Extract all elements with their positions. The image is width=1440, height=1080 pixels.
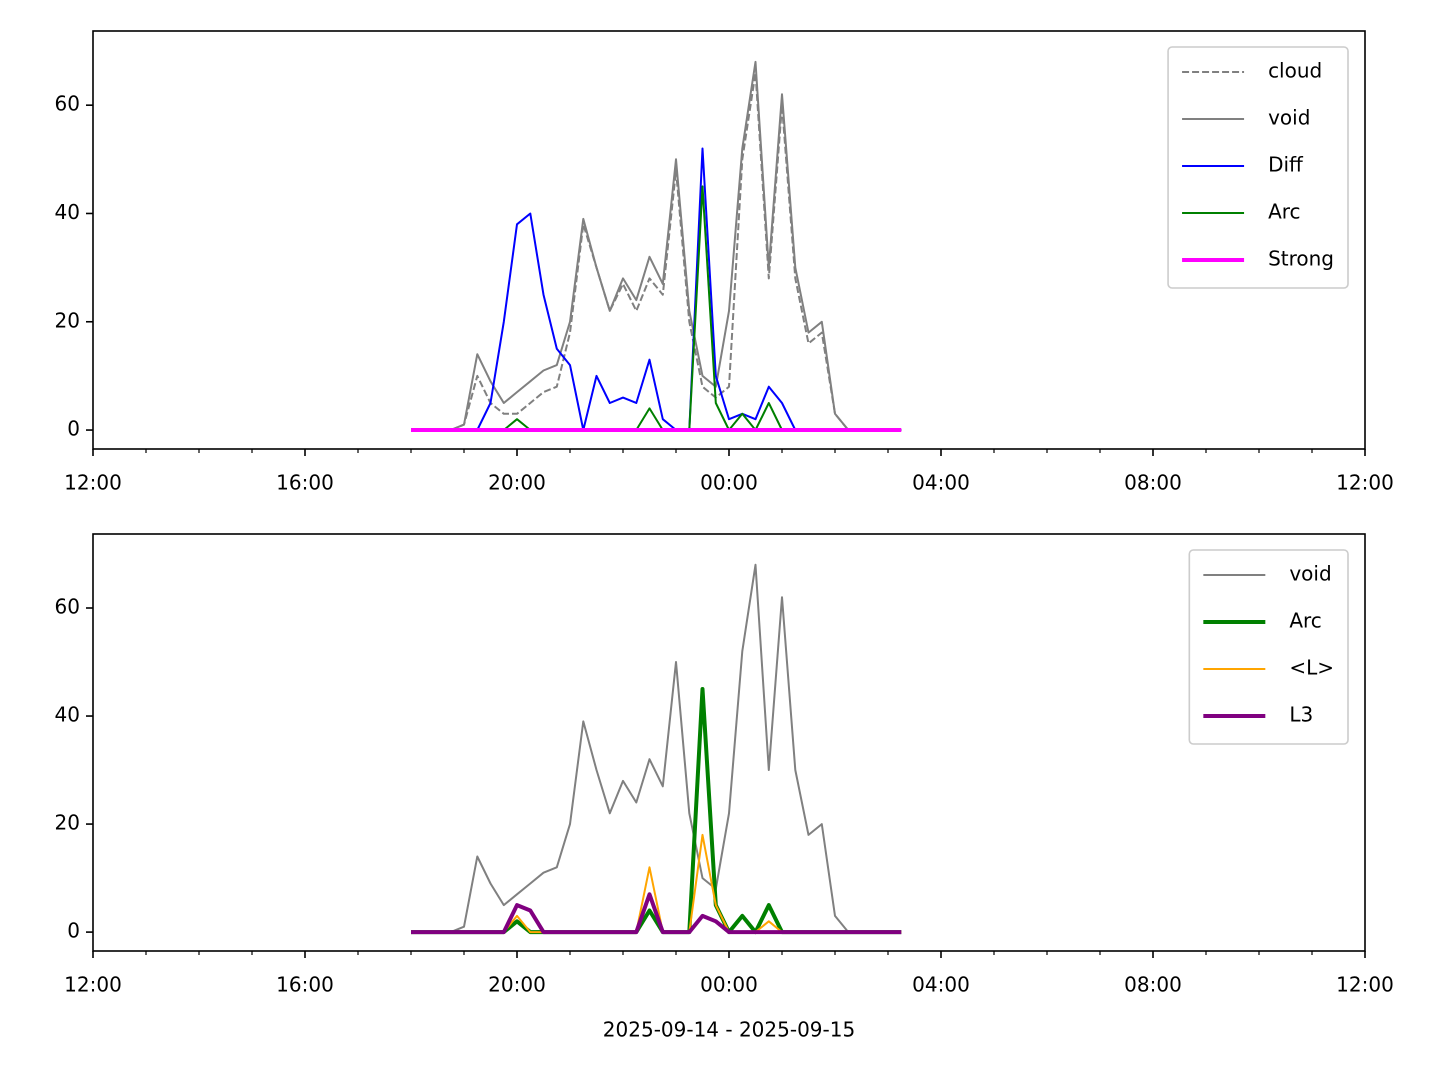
legend-label: void	[1268, 106, 1310, 130]
series-line	[411, 563, 902, 934]
x-tick-label: 12:00	[1336, 973, 1394, 997]
x-tick-label: 04:00	[912, 973, 970, 997]
series-line	[411, 892, 902, 935]
x-tick-label: 12:00	[1336, 471, 1394, 495]
x-tick-label: 08:00	[1124, 471, 1182, 495]
legend-label: Arc	[1268, 200, 1300, 224]
legend-label: cloud	[1268, 59, 1322, 83]
x-tick-label: 16:00	[276, 973, 334, 997]
x-tick-label: 00:00	[700, 973, 758, 997]
legend-label: L3	[1289, 703, 1313, 727]
legend-label: Arc	[1289, 609, 1321, 633]
legend-label: <L>	[1289, 656, 1334, 680]
legend-label: void	[1289, 562, 1331, 586]
x-tick-label: 16:00	[276, 471, 334, 495]
y-tick-label: 40	[55, 703, 80, 727]
x-tick-label: 20:00	[488, 471, 546, 495]
x-tick-label: 12:00	[64, 973, 122, 997]
y-tick-label: 40	[55, 200, 80, 224]
axes-frame	[92, 533, 1366, 952]
y-tick-label: 60	[55, 595, 80, 619]
y-tick-label: 60	[55, 92, 80, 116]
legend: cloud void Diff Arc Strong	[1167, 46, 1349, 289]
y-tick-label: 0	[67, 417, 80, 441]
series-line	[411, 60, 902, 431]
x-tick-label: 12:00	[64, 471, 122, 495]
axes-frame	[92, 30, 1366, 450]
axes: 0 20 40 60 12:00 16:00 20:00 00:00 04:00 08:00 12:…	[55, 533, 1394, 1042]
series-line	[411, 71, 902, 431]
y-tick-label: 0	[67, 919, 80, 943]
legend-label: Diff	[1268, 153, 1304, 177]
x-tick-label: 04:00	[912, 471, 970, 495]
x-tick-label: 20:00	[488, 973, 546, 997]
axes: 0 20 40 60 12:00 16:00 20:00 00:00 04:00 08:00 12:…	[55, 30, 1394, 495]
legend-box	[1188, 549, 1349, 745]
series-line	[411, 147, 902, 431]
x-tick-label: 00:00	[700, 471, 758, 495]
legend-label: Strong	[1268, 247, 1334, 271]
y-tick-label: 20	[55, 308, 80, 332]
y-tick-label: 20	[55, 811, 80, 835]
legend-box	[1167, 46, 1349, 289]
x-axis-label: 2025-09-14 - 2025-09-15	[603, 1018, 855, 1042]
x-tick-label: 08:00	[1124, 973, 1182, 997]
legend: void Arc <L> L3	[1188, 549, 1349, 745]
